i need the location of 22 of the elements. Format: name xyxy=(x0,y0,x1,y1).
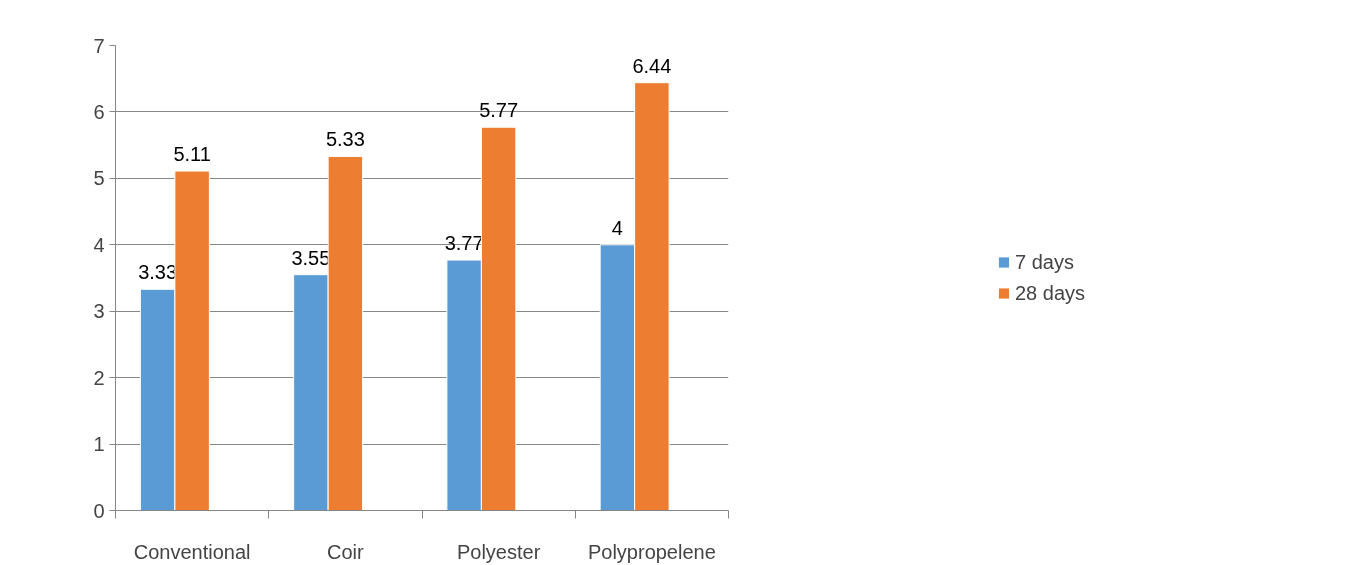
x-tick-label: Polypropelene xyxy=(587,540,716,563)
y-tick-label: 4 xyxy=(93,233,105,256)
x-tick-label: Conventional xyxy=(133,540,251,563)
data-label: 4 xyxy=(611,216,623,239)
data-label: 5.33 xyxy=(325,128,365,151)
legend-label: 7 days xyxy=(1014,250,1074,274)
y-tick-label: 5 xyxy=(93,167,105,190)
y-tick-label: 7 xyxy=(93,34,105,57)
x-tick-label: Polyester xyxy=(456,540,541,563)
y-tick-label: 2 xyxy=(93,366,105,389)
data-label: 3.33 xyxy=(138,261,178,284)
data-label: 3.77 xyxy=(444,232,484,255)
data-label: 3.55 xyxy=(291,246,331,269)
y-tick-label: 0 xyxy=(93,499,105,522)
y-tick-label: 1 xyxy=(93,433,105,456)
data-label: 6.44 xyxy=(632,54,672,77)
data-label: 5.77 xyxy=(479,99,519,122)
y-tick-label: 3 xyxy=(93,300,105,323)
data-label: 5.11 xyxy=(173,143,211,166)
x-tick-label: Coir xyxy=(327,540,365,563)
legend-label: 28 days xyxy=(1014,281,1086,305)
y-tick-label: 6 xyxy=(93,100,105,123)
